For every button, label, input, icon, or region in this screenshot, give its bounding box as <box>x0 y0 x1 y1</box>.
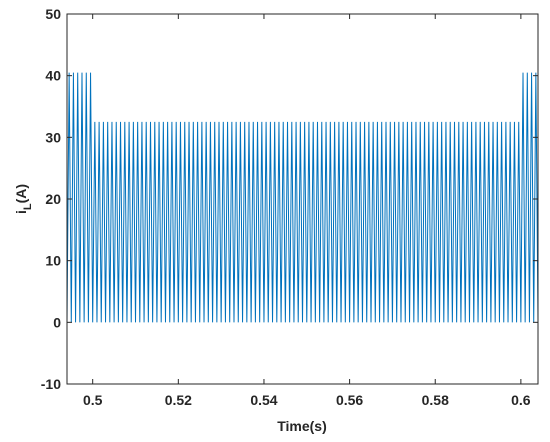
y-tick-label: 20 <box>45 191 61 207</box>
y-tick-label: -10 <box>41 376 61 392</box>
y-label-unit: (A) <box>13 184 29 203</box>
x-tick-label: 0.52 <box>165 392 192 408</box>
y-tick-label: 0 <box>53 314 61 330</box>
y-axis-label: iL(A) <box>13 184 34 214</box>
x-tick-label: 0.6 <box>511 392 531 408</box>
x-tick-label: 0.5 <box>83 392 103 408</box>
x-tick-label: 0.54 <box>250 392 277 408</box>
data-line <box>67 72 538 323</box>
y-label-main: i <box>13 210 29 214</box>
y-label-sub: L <box>22 203 34 210</box>
y-tick-label: 50 <box>45 6 61 22</box>
y-tick-label: 40 <box>45 68 61 84</box>
x-tick-label: 0.58 <box>422 392 449 408</box>
y-tick-label: 30 <box>45 129 61 145</box>
axes-box <box>66 13 539 385</box>
y-tick-label: 10 <box>45 253 61 269</box>
x-axis-label: Time(s) <box>277 418 327 434</box>
x-tick-label: 0.56 <box>336 392 363 408</box>
